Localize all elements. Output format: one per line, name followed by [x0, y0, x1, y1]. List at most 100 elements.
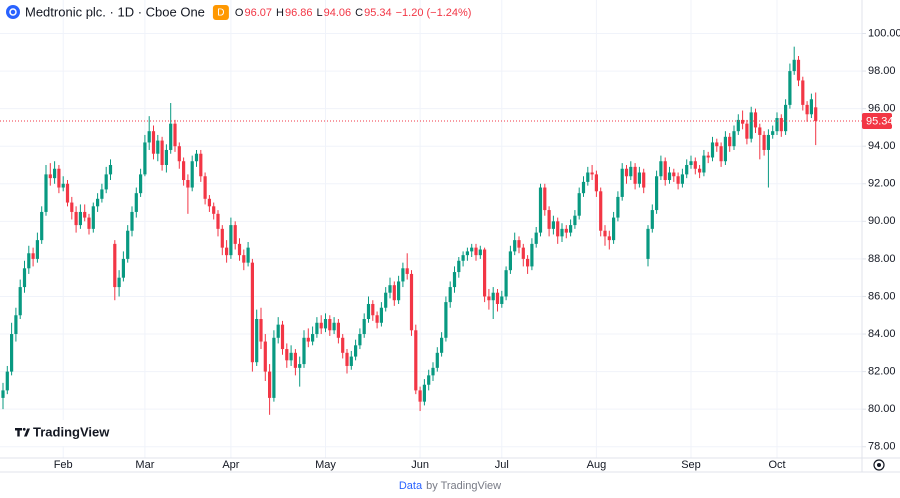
candle-body	[573, 215, 577, 226]
candle-body	[745, 123, 749, 139]
candle-body	[792, 59, 796, 72]
candle-body	[732, 131, 736, 147]
settings-icon[interactable]	[873, 459, 885, 471]
candle-body	[409, 273, 414, 331]
candle-body	[298, 364, 302, 368]
candle-body	[280, 324, 285, 350]
ohlc-value: 96.07	[244, 7, 272, 19]
candle-body	[229, 225, 233, 256]
candle-body	[341, 337, 345, 353]
candle-body	[805, 104, 809, 115]
candle-body	[319, 322, 323, 329]
candle-body	[500, 296, 504, 304]
candle-body	[474, 247, 478, 256]
candle-body	[237, 243, 242, 256]
candle-body	[190, 161, 194, 188]
y-tick-label: 98.00	[868, 65, 896, 77]
candle-body	[620, 168, 624, 197]
watermark: TradingView	[8, 420, 110, 446]
candle-body	[457, 260, 461, 273]
candles	[1, 46, 818, 415]
candle-body	[753, 112, 758, 128]
candle-body	[332, 322, 336, 331]
candle-body	[452, 272, 457, 288]
x-tick-label: Jul	[495, 459, 509, 471]
candle-body	[147, 131, 151, 143]
last-price-label: 95.34	[866, 115, 894, 127]
candle-body	[263, 341, 267, 372]
candle-body	[775, 118, 779, 132]
candle-body	[642, 172, 646, 188]
interval-badge: D	[217, 8, 224, 19]
candle-body	[216, 213, 220, 229]
watermark-icon-dot	[22, 427, 26, 431]
candle-body	[44, 174, 48, 212]
candle-body	[311, 334, 315, 342]
candle-body	[100, 189, 104, 199]
candle-body	[517, 240, 521, 248]
candle-body	[710, 142, 715, 158]
candle-body	[478, 249, 482, 256]
candle-body	[156, 140, 160, 154]
candle-body	[448, 287, 452, 303]
candle-body	[616, 196, 620, 218]
ohlc-label: C	[355, 7, 363, 19]
candle-body	[556, 221, 560, 237]
x-tick-label: Jun	[411, 459, 429, 471]
candle-body	[194, 153, 199, 162]
candle-body	[495, 292, 500, 304]
candle-body	[646, 228, 650, 259]
candle-body	[354, 345, 358, 357]
y-tick-label: 80.00	[868, 403, 896, 415]
candle-body	[5, 371, 9, 391]
header: Medtronic plc. · 1D · Cboe One D O 96.07 H…	[6, 4, 471, 20]
candle-body	[207, 198, 211, 207]
candle-body	[431, 367, 435, 376]
y-tick-label: 92.00	[868, 178, 896, 190]
candle-body	[667, 172, 672, 181]
candle-body	[328, 319, 332, 331]
x-tick-label: Feb	[54, 459, 73, 471]
y-tick-label: 90.00	[868, 215, 896, 227]
candle-body	[18, 287, 22, 316]
candle-body	[259, 319, 263, 342]
candle-body	[719, 146, 723, 162]
symbol-title[interactable]: Medtronic plc. · 1D · Cboe One	[25, 4, 205, 19]
candle-body	[345, 352, 349, 366]
candle-body	[242, 255, 246, 263]
y-tick-label: 84.00	[868, 328, 896, 340]
candle-body	[534, 232, 538, 244]
x-tick-label: May	[315, 459, 336, 471]
candle-body	[465, 251, 469, 256]
symbol-icon[interactable]	[6, 5, 20, 19]
ohlc-value: 95.34	[364, 7, 392, 19]
x-tick-label: Oct	[768, 459, 785, 471]
candle-body	[435, 352, 439, 368]
candle-body	[599, 191, 603, 231]
candle-body	[134, 193, 138, 212]
candle-body	[48, 174, 52, 179]
candle-body	[40, 211, 44, 241]
candle-body	[762, 134, 766, 150]
candle-body	[784, 104, 788, 132]
candle-body	[530, 243, 534, 267]
candle-body	[392, 285, 396, 301]
candle-body	[655, 176, 659, 211]
footer-link[interactable]: Data	[399, 480, 423, 492]
candle-body	[14, 315, 18, 335]
watermark-icon	[15, 428, 30, 437]
candle-body	[371, 303, 375, 316]
symbol-icon-mark	[9, 8, 17, 16]
y-tick-label: 78.00	[868, 441, 896, 453]
candle-body	[57, 168, 61, 188]
candle-body	[521, 247, 525, 259]
candle-body	[809, 99, 813, 115]
candle-body	[397, 281, 401, 301]
settings-ring	[873, 459, 885, 471]
candle-body	[676, 176, 680, 184]
candle-body	[706, 155, 710, 158]
candle-body	[177, 146, 181, 162]
candle-body	[233, 225, 237, 244]
candle-body	[379, 307, 383, 323]
